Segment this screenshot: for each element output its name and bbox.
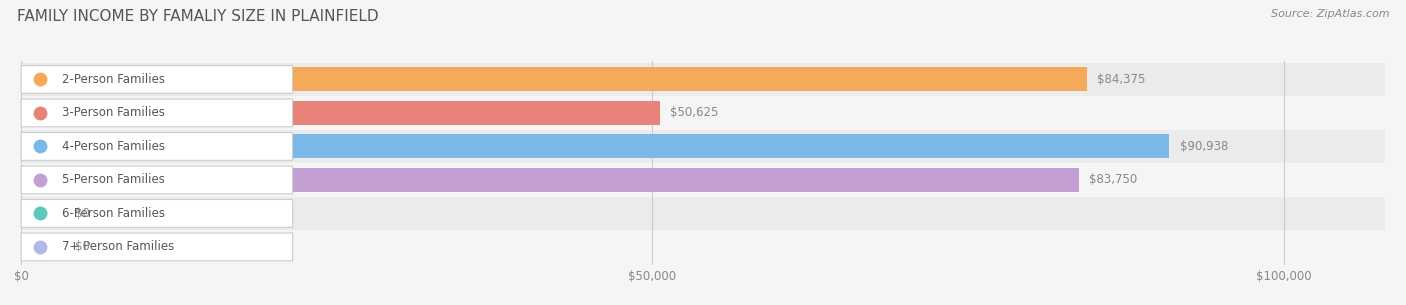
Bar xyxy=(21,67,1087,92)
Bar xyxy=(21,230,1385,264)
FancyBboxPatch shape xyxy=(21,66,292,93)
Bar xyxy=(21,201,65,225)
FancyBboxPatch shape xyxy=(21,166,292,194)
Bar xyxy=(21,130,1385,163)
Text: $50,625: $50,625 xyxy=(671,106,718,120)
Text: $84,375: $84,375 xyxy=(1097,73,1144,86)
Text: 5-Person Families: 5-Person Families xyxy=(62,174,165,186)
Text: 4-Person Families: 4-Person Families xyxy=(62,140,165,153)
Text: 6-Person Families: 6-Person Families xyxy=(62,207,165,220)
Bar xyxy=(21,96,1385,130)
Text: $83,750: $83,750 xyxy=(1088,174,1137,186)
Bar xyxy=(21,101,661,125)
Text: $0: $0 xyxy=(76,207,90,220)
FancyBboxPatch shape xyxy=(21,132,292,160)
FancyBboxPatch shape xyxy=(21,233,292,261)
Text: Source: ZipAtlas.com: Source: ZipAtlas.com xyxy=(1271,9,1389,19)
Bar xyxy=(21,135,1170,159)
Text: 3-Person Families: 3-Person Families xyxy=(62,106,165,120)
Bar xyxy=(21,63,1385,96)
FancyBboxPatch shape xyxy=(21,99,292,127)
Bar xyxy=(21,163,1385,197)
Bar xyxy=(21,235,65,259)
Text: FAMILY INCOME BY FAMALIY SIZE IN PLAINFIELD: FAMILY INCOME BY FAMALIY SIZE IN PLAINFI… xyxy=(17,9,378,24)
FancyBboxPatch shape xyxy=(21,199,292,227)
Text: $90,938: $90,938 xyxy=(1180,140,1227,153)
Text: $0: $0 xyxy=(76,240,90,253)
Bar xyxy=(21,168,1078,192)
Text: 2-Person Families: 2-Person Families xyxy=(62,73,165,86)
Bar xyxy=(21,197,1385,230)
Text: 7+ Person Families: 7+ Person Families xyxy=(62,240,174,253)
